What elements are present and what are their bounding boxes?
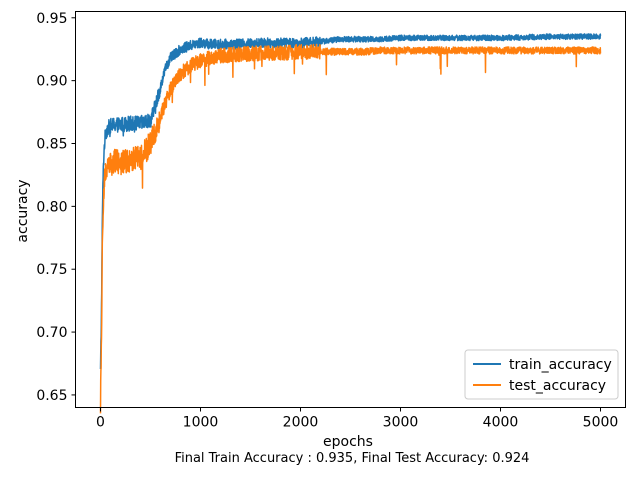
legend-label-train: train_accuracy [509, 357, 612, 373]
chart-caption: Final Train Accuracy : 0.935, Final Test… [175, 451, 530, 466]
legend: train_accuracy test_accuracy [464, 349, 619, 400]
y-tick-label: 0.70 [36, 325, 67, 341]
axes-frame [75, 11, 626, 408]
x-tick-label: 1000 [183, 415, 219, 431]
y-tick-label: 0.90 [36, 74, 67, 90]
y-tick-label: 0.65 [36, 388, 67, 404]
legend-box [464, 349, 619, 400]
series-layer [99, 33, 602, 414]
x-tick-label: 0 [96, 415, 105, 431]
y-axis-ticks: 0.65 0.70 0.75 0.80 0.85 0.90 0.95 [36, 11, 76, 404]
x-axis-ticks: 0 1000 2000 3000 4000 5000 [96, 407, 619, 431]
y-axis-label: accuracy [15, 179, 31, 242]
y-tick-label: 0.75 [36, 262, 67, 278]
series-line-test-accuracy [99, 43, 602, 414]
x-tick-label: 4000 [483, 415, 519, 431]
x-tick-label: 5000 [583, 415, 619, 431]
plot-area: 0 1000 2000 3000 4000 5000 0.650.700.750.800.… [36, 11, 626, 431]
series-line-train-accuracy [99, 33, 602, 370]
x-tick-label: 3000 [383, 415, 419, 431]
x-axis-label: epochs [323, 434, 373, 450]
y-tick-label: 0.85 [36, 137, 67, 153]
legend-label-test: test_accuracy [509, 378, 606, 394]
y-tick-label: 0.80 [36, 199, 67, 215]
y-tick-label: 0.95 [36, 11, 67, 27]
x-tick-label: 2000 [283, 415, 319, 431]
